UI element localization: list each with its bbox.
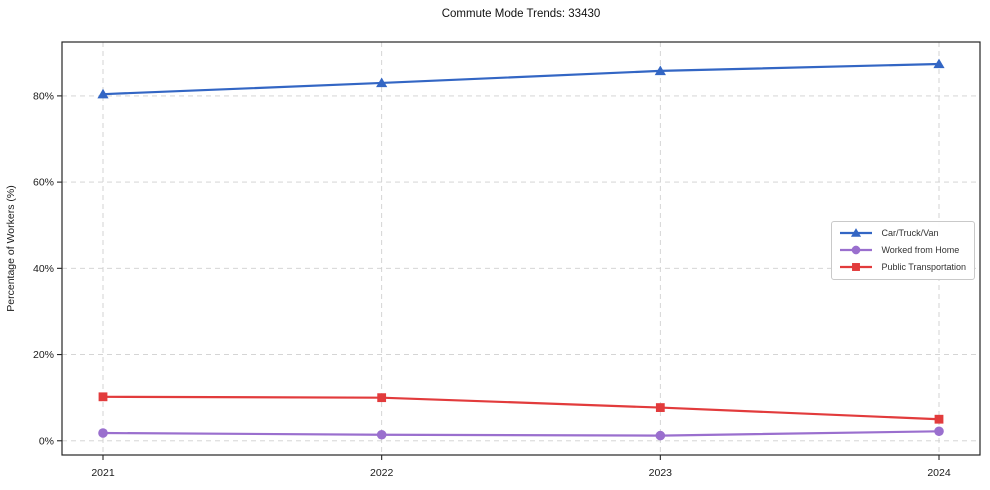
legend-item: Public Transportation [838, 261, 966, 273]
y-tick-label: 20% [33, 349, 54, 361]
series-line [101, 62, 941, 96]
chart-title: Commute Mode Trends: 33430 [442, 8, 601, 20]
legend-label: Public Transportation [881, 262, 966, 272]
circle-marker-icon [655, 430, 666, 441]
triangle-marker-icon [851, 228, 862, 237]
circle-marker-icon [376, 429, 387, 440]
triangle-marker-icon [376, 77, 388, 88]
plot-border [61, 41, 981, 456]
y-tick-label: 60% [33, 177, 54, 189]
y-tick-label: 0% [39, 435, 54, 447]
series-line [101, 395, 941, 421]
legend-item: Worked from Home [838, 244, 966, 256]
series-public-transportation [98, 392, 944, 424]
legend-circle-sample-icon [840, 245, 873, 255]
axis-ticks [57, 95, 940, 460]
circle-marker-icon [934, 426, 944, 437]
triangle-marker-icon [97, 88, 109, 99]
y-tick-label: 80% [33, 90, 54, 102]
y-tick-label: 40% [33, 263, 54, 275]
circle-marker-icon [852, 245, 861, 255]
x-tick-label: 2024 [927, 467, 951, 479]
square-marker-icon [655, 403, 665, 412]
y-axis-label: Percentage of Workers (%) [5, 185, 17, 311]
x-tick-label: 2022 [370, 467, 394, 479]
legend-triangle-sample-icon [840, 228, 873, 237]
square-marker-icon [852, 263, 861, 271]
triangle-marker-icon [933, 58, 945, 69]
legend-item: Car/Truck/Van [838, 227, 966, 239]
x-tick-label: 2023 [649, 467, 673, 479]
square-marker-icon [934, 414, 944, 424]
x-tick-label: 2021 [91, 467, 115, 479]
triangle-marker-icon [654, 65, 666, 76]
square-marker-icon [377, 393, 387, 403]
square-marker-icon [98, 392, 108, 402]
series-car-truck-van [97, 58, 945, 99]
gridlines [62, 42, 980, 455]
legend-square-sample-icon [840, 263, 873, 271]
circle-marker-icon [98, 428, 108, 438]
legend-label: Car/Truck/Van [881, 228, 939, 238]
series-line [101, 430, 941, 437]
series-worked-from-home [98, 426, 944, 441]
legend: Car/Truck/Van Worked from Home Public Tran… [831, 221, 975, 280]
legend-label: Worked from Home [881, 245, 960, 255]
